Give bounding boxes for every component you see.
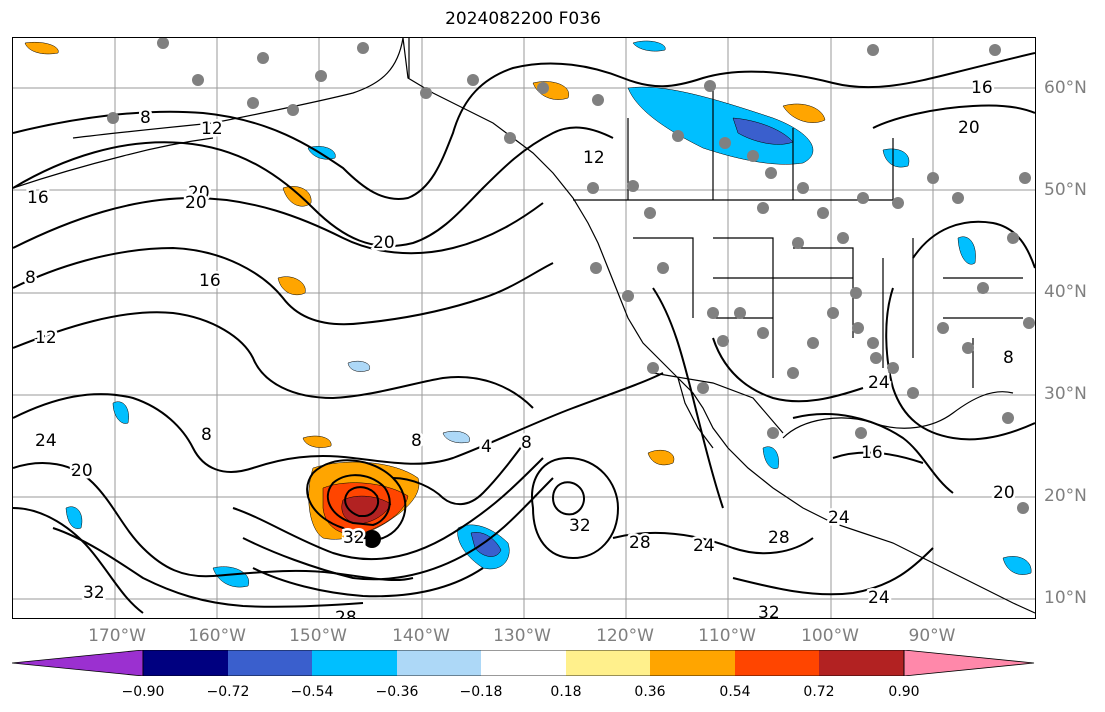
storm-center-marker bbox=[363, 530, 381, 548]
colorbar-tick-label: 0.18 bbox=[550, 684, 582, 700]
contour-label: 28 bbox=[629, 533, 651, 553]
contour-label: 16 bbox=[861, 443, 883, 463]
border-us-mexico bbox=[652, 372, 784, 434]
colorbar-segment bbox=[819, 650, 904, 676]
contour-label: 20 bbox=[188, 183, 210, 203]
contour-label: 24 bbox=[828, 508, 850, 528]
contour-label: 24 bbox=[868, 373, 890, 393]
contour-label: 28 bbox=[335, 608, 357, 618]
lat-label: 40°N bbox=[1044, 282, 1087, 302]
colorbar-segment bbox=[397, 650, 481, 676]
contour-label: 16 bbox=[199, 271, 221, 291]
colorbar-segment bbox=[650, 650, 735, 676]
colorbar-tick-label: −0.54 bbox=[290, 684, 334, 700]
cold-patch-canada bbox=[627, 86, 814, 165]
colorbar-tick-label: −0.36 bbox=[375, 684, 419, 700]
lat-label: 30°N bbox=[1044, 384, 1087, 404]
lon-label: 170°W bbox=[88, 626, 146, 646]
lon-label: 120°W bbox=[596, 626, 654, 646]
contour-label: 20 bbox=[185, 193, 207, 213]
contour-label: 12 bbox=[201, 119, 223, 139]
coast-aleutians bbox=[13, 137, 214, 189]
contour-label: 32 bbox=[83, 583, 105, 603]
contour-label: 32 bbox=[758, 603, 780, 618]
lon-label: 130°W bbox=[493, 626, 551, 646]
shaded-patches bbox=[24, 40, 1032, 588]
coast-alaska bbox=[72, 38, 404, 139]
colorbar-extend-left bbox=[12, 650, 144, 676]
lon-label: 160°W bbox=[188, 626, 246, 646]
contour-label: 20 bbox=[993, 483, 1015, 503]
coast-north-america bbox=[402, 38, 1035, 614]
lon-label: 110°W bbox=[698, 626, 756, 646]
contour-label: 8 bbox=[25, 268, 36, 288]
cold-patch-south-core bbox=[470, 532, 502, 557]
colorbar-segment bbox=[228, 650, 312, 676]
colorbar-tick-label: 0.72 bbox=[803, 684, 835, 700]
lon-label: 90°W bbox=[908, 626, 956, 646]
contour-label: 24 bbox=[693, 536, 715, 556]
lon-label: 150°W bbox=[289, 626, 347, 646]
cyclone-ring-2 bbox=[326, 474, 391, 527]
contour-label: 16 bbox=[27, 188, 49, 208]
chart-title: 2024082200 F036 bbox=[445, 9, 601, 29]
anticyclone-ring bbox=[551, 481, 585, 516]
colorbar-tick-label: −0.90 bbox=[121, 684, 165, 700]
colorbar-segment bbox=[735, 650, 819, 676]
contour-label: 8 bbox=[201, 425, 212, 445]
contour-label: 20 bbox=[373, 233, 395, 253]
colorbar-segment bbox=[481, 650, 566, 676]
colorbar-tick-label: −0.72 bbox=[206, 684, 250, 700]
contour-label: 8 bbox=[1003, 348, 1014, 368]
colorbar-segment bbox=[566, 650, 650, 676]
contour-label: 16 bbox=[971, 78, 993, 98]
lat-label: 50°N bbox=[1044, 180, 1087, 200]
contour-label: 24 bbox=[868, 588, 890, 608]
lon-label: 140°W bbox=[392, 626, 450, 646]
coastlines bbox=[13, 38, 1035, 614]
cyclone-ring-3 bbox=[344, 486, 379, 517]
map-panel: 8 12 16 20 20 20 16 8 12 24 20 32 8 8 4 … bbox=[12, 37, 1036, 619]
contour-label: 20 bbox=[71, 461, 93, 481]
colorbar-segment bbox=[312, 650, 397, 676]
contour-lines bbox=[13, 52, 1035, 614]
lat-label: 60°N bbox=[1044, 78, 1087, 98]
contour-label: 4 bbox=[481, 437, 492, 457]
observation-dots bbox=[107, 38, 1035, 514]
contour-label: 8 bbox=[140, 108, 151, 128]
contour-labels: 8 12 16 20 20 20 16 8 12 24 20 32 8 8 4 … bbox=[23, 76, 1018, 619]
contour-label: 8 bbox=[411, 431, 422, 451]
contour-label: 12 bbox=[583, 148, 605, 168]
colorbar-segment bbox=[143, 650, 228, 676]
contour-label: 20 bbox=[958, 118, 980, 138]
contour-label: 32 bbox=[343, 528, 365, 548]
colorbar-extend-right bbox=[903, 650, 1035, 676]
colorbar-tick-label: −0.18 bbox=[459, 684, 503, 700]
contour-label: 32 bbox=[569, 516, 591, 536]
coast-gulf bbox=[782, 391, 1014, 439]
lat-label: 10°N bbox=[1044, 588, 1087, 608]
coast-baja bbox=[677, 377, 714, 449]
colorbar-tick-label: 0.36 bbox=[634, 684, 666, 700]
contour-label: 12 bbox=[35, 328, 57, 348]
colorbar-tick-label: 0.54 bbox=[719, 684, 751, 700]
map-svg: 8 12 16 20 20 20 16 8 12 24 20 32 8 8 4 … bbox=[13, 38, 1035, 618]
lon-label: 100°W bbox=[801, 626, 859, 646]
colorbar bbox=[12, 650, 1035, 676]
contour-label: 28 bbox=[768, 528, 790, 548]
contour-label: 24 bbox=[35, 431, 57, 451]
contour-label: 8 bbox=[521, 433, 532, 453]
lat-label: 20°N bbox=[1044, 486, 1087, 506]
colorbar-tick-label: 0.90 bbox=[888, 684, 920, 700]
